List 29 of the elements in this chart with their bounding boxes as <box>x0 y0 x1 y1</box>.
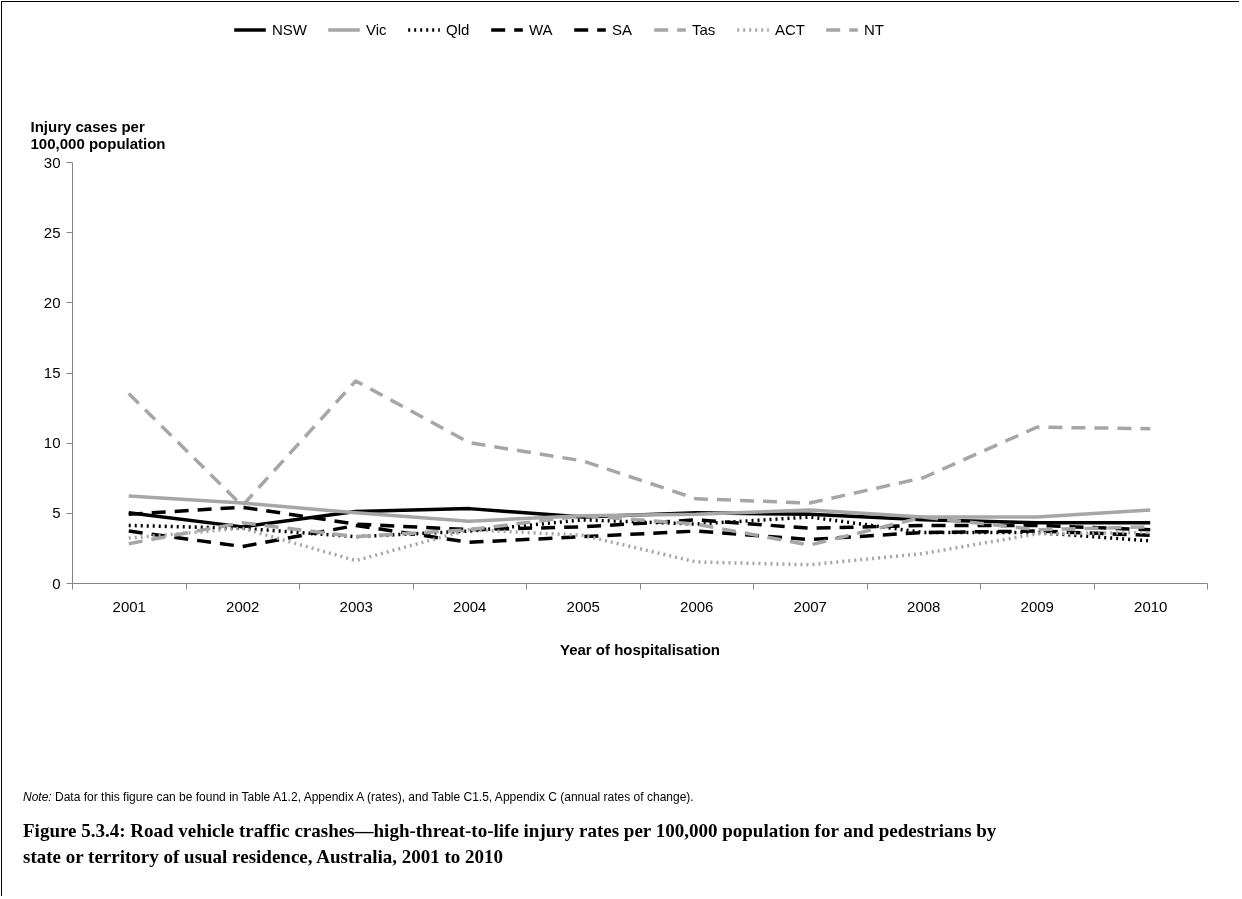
y-tick-label: 10 <box>43 434 61 452</box>
x-tick-label: 2005 <box>566 597 600 615</box>
x-tick-label: 2001 <box>112 597 146 615</box>
y-tick-label: 15 <box>43 364 61 381</box>
x-tick-label: 2010 <box>1134 597 1168 615</box>
text: Note: Data for this figure can be found in Table A1.2, Appendix A (rates), and Table C1.5, Appendix C (annual rates of change). <box>23 790 694 804</box>
x-tick-label: 2004 <box>453 597 487 615</box>
y-tick-label: 20 <box>43 293 61 311</box>
y-tick-label: 30 <box>43 153 61 171</box>
legend-label: SA <box>612 21 633 38</box>
legend-label: Vic <box>366 21 388 38</box>
y-axis-title: Injury cases per 100,000 population <box>30 117 166 152</box>
legend-label: NT <box>864 21 884 38</box>
x-axis-title: Year of hospitalisation <box>559 640 721 658</box>
legend-label: WA <box>529 21 553 38</box>
legend-label: ACT <box>775 21 805 38</box>
x-tick-label: 2006 <box>680 597 714 615</box>
x-tick-label: 2003 <box>339 597 373 615</box>
legend-label: NSW <box>272 21 308 38</box>
text: Figure 5.3.4: Road vehicle traffic crashes—high-threat-to-life injury rates per 100,000 population for and pedestrians by state or territory of usual residence, Australia, 2001 to 2010 <box>23 819 998 869</box>
legend-label: Qld <box>446 21 470 38</box>
y-tick-label: 0 <box>52 574 61 592</box>
y-tick-label: 5 <box>52 504 61 522</box>
x-tick-label: 2002 <box>226 597 260 615</box>
x-tick-label: 2009 <box>1020 597 1054 615</box>
x-tick-label: 2007 <box>793 597 827 615</box>
legend-label: Tas <box>692 21 716 38</box>
y-tick-label: 25 <box>43 223 61 241</box>
x-tick-label: 2008 <box>907 597 941 615</box>
